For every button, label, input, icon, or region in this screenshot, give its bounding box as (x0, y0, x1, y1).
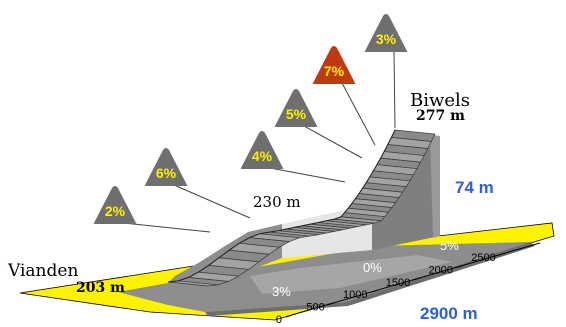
profile-side-wall-dark (372, 135, 440, 250)
base-segment-zero (250, 255, 452, 294)
gradient-sign-label: 2% (105, 203, 126, 219)
sign-pointer (269, 167, 346, 183)
base-segment-label-2: 0% (363, 260, 382, 275)
distance-tick-mark (456, 264, 464, 268)
distance-tick-label: 2500 (471, 252, 495, 264)
distance-tick-label: 2000 (429, 264, 453, 276)
gradient-sign-label: 4% (252, 148, 273, 164)
gradient-sign-label: 6% (156, 165, 177, 181)
gradient-sign-label: 7% (324, 63, 345, 79)
sign-pointer (173, 184, 251, 219)
mid-elevation: 230 m (253, 193, 301, 211)
distance-tick-label: 1500 (386, 277, 410, 289)
distance-tick-label: 1000 (343, 289, 367, 301)
gradient-sign (144, 148, 188, 186)
gradient-sign (274, 89, 318, 127)
gradient-sign (240, 131, 284, 169)
distance-tick-label: 0 (276, 314, 282, 326)
road-edge (167, 129, 396, 283)
start-name: Vianden (7, 261, 78, 281)
start-elevation: 203 m (76, 280, 125, 296)
gradient-sign (93, 186, 137, 224)
gradient-sign (364, 14, 408, 52)
sign-pointer (341, 82, 376, 146)
gradient-sign-highlight (312, 46, 356, 84)
end-elevation: 277 m (416, 108, 465, 124)
gradient-sign-label: 3% (376, 31, 397, 47)
sign-pointer (303, 125, 363, 159)
distance-tick-label: 500 (306, 302, 324, 314)
distance-tick-mark (371, 289, 378, 293)
base-segment-label-3: 5% (440, 238, 459, 253)
distance-tick-mark (328, 302, 335, 306)
profile-end-cap (430, 135, 440, 238)
end-name: Biwels (410, 90, 470, 111)
sign-pointer (122, 222, 211, 233)
sign-pointer (393, 50, 396, 129)
total-distance-label: 2900 m (420, 304, 478, 323)
distance-tick-mark (414, 277, 421, 281)
base-segment-label-1: 3% (272, 284, 291, 299)
distance-tick-mark (285, 314, 293, 318)
total-climb-label: 74 m (455, 178, 494, 197)
gradient-sign-label: 5% (286, 106, 307, 122)
distance-tick-mark (499, 252, 506, 256)
